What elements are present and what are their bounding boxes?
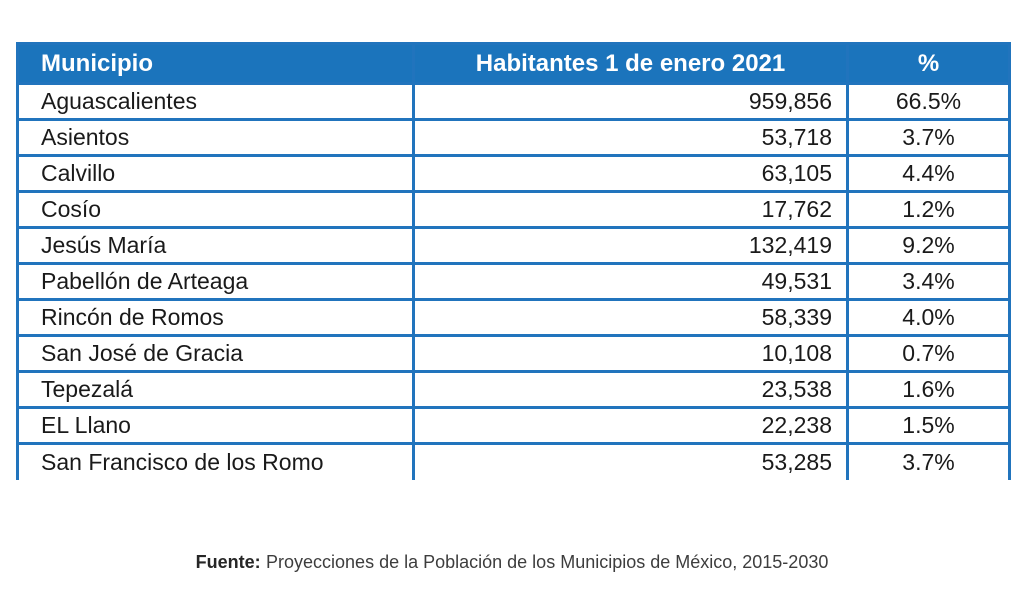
table-row: Rincón de Romos 58,339 4.0% bbox=[16, 298, 1011, 337]
header-row: Municipio Habitantes 1 de enero 2021 % bbox=[16, 42, 1011, 85]
header-municipio: Municipio bbox=[16, 42, 415, 85]
table-row: Aguascalientes 959,856 66.5% bbox=[16, 82, 1011, 121]
municipio-cell: Pabellón de Arteaga bbox=[16, 262, 415, 301]
habitantes-cell: 132,419 bbox=[412, 226, 849, 265]
percent-cell: 3.4% bbox=[846, 262, 1011, 301]
municipio-cell: San José de Gracia bbox=[16, 334, 415, 373]
municipio-cell: Tepezalá bbox=[16, 370, 415, 409]
source-label: Fuente: bbox=[195, 552, 261, 572]
habitantes-cell: 22,238 bbox=[412, 406, 849, 445]
percent-cell: 3.7% bbox=[846, 118, 1011, 157]
percent-cell: 4.0% bbox=[846, 298, 1011, 337]
table-row: Cosío 17,762 1.2% bbox=[16, 190, 1011, 229]
municipio-cell: Calvillo bbox=[16, 154, 415, 193]
habitantes-cell: 49,531 bbox=[412, 262, 849, 301]
header-habitantes: Habitantes 1 de enero 2021 bbox=[412, 42, 849, 85]
table-row: San Francisco de los Romo 53,285 3.7% bbox=[16, 442, 1011, 480]
habitantes-cell: 10,108 bbox=[412, 334, 849, 373]
source-note: Fuente: Proyecciones de la Población de l… bbox=[0, 552, 1024, 573]
habitantes-cell: 53,285 bbox=[412, 442, 849, 480]
table-row: Tepezalá 23,538 1.6% bbox=[16, 370, 1011, 409]
habitantes-cell: 959,856 bbox=[412, 82, 849, 121]
percent-cell: 66.5% bbox=[846, 82, 1011, 121]
table-header: Municipio Habitantes 1 de enero 2021 % bbox=[16, 42, 1011, 85]
municipio-cell: Asientos bbox=[16, 118, 415, 157]
municipio-cell: EL Llano bbox=[16, 406, 415, 445]
habitantes-cell: 63,105 bbox=[412, 154, 849, 193]
population-table: Municipio Habitantes 1 de enero 2021 % A… bbox=[16, 42, 1011, 480]
habitantes-cell: 53,718 bbox=[412, 118, 849, 157]
percent-cell: 1.6% bbox=[846, 370, 1011, 409]
municipio-cell: Jesús María bbox=[16, 226, 415, 265]
habitantes-cell: 58,339 bbox=[412, 298, 849, 337]
percent-cell: 9.2% bbox=[846, 226, 1011, 265]
table-row: EL Llano 22,238 1.5% bbox=[16, 406, 1011, 445]
table-row: San José de Gracia 10,108 0.7% bbox=[16, 334, 1011, 373]
source-text: Proyecciones de la Población de los Muni… bbox=[266, 552, 829, 572]
table-row: Asientos 53,718 3.7% bbox=[16, 118, 1011, 157]
municipio-cell: Rincón de Romos bbox=[16, 298, 415, 337]
habitantes-cell: 23,538 bbox=[412, 370, 849, 409]
percent-cell: 3.7% bbox=[846, 442, 1011, 480]
habitantes-cell: 17,762 bbox=[412, 190, 849, 229]
table-row: Jesús María 132,419 9.2% bbox=[16, 226, 1011, 265]
percent-cell: 4.4% bbox=[846, 154, 1011, 193]
municipio-cell: San Francisco de los Romo bbox=[16, 442, 415, 480]
municipio-cell: Aguascalientes bbox=[16, 82, 415, 121]
table-row: Calvillo 63,105 4.4% bbox=[16, 154, 1011, 193]
header-percent: % bbox=[846, 42, 1011, 85]
table-row: Pabellón de Arteaga 49,531 3.4% bbox=[16, 262, 1011, 301]
table-body: Aguascalientes 959,856 66.5% Asientos 53… bbox=[16, 82, 1011, 480]
percent-cell: 1.5% bbox=[846, 406, 1011, 445]
percent-cell: 0.7% bbox=[846, 334, 1011, 373]
municipio-cell: Cosío bbox=[16, 190, 415, 229]
percent-cell: 1.2% bbox=[846, 190, 1011, 229]
